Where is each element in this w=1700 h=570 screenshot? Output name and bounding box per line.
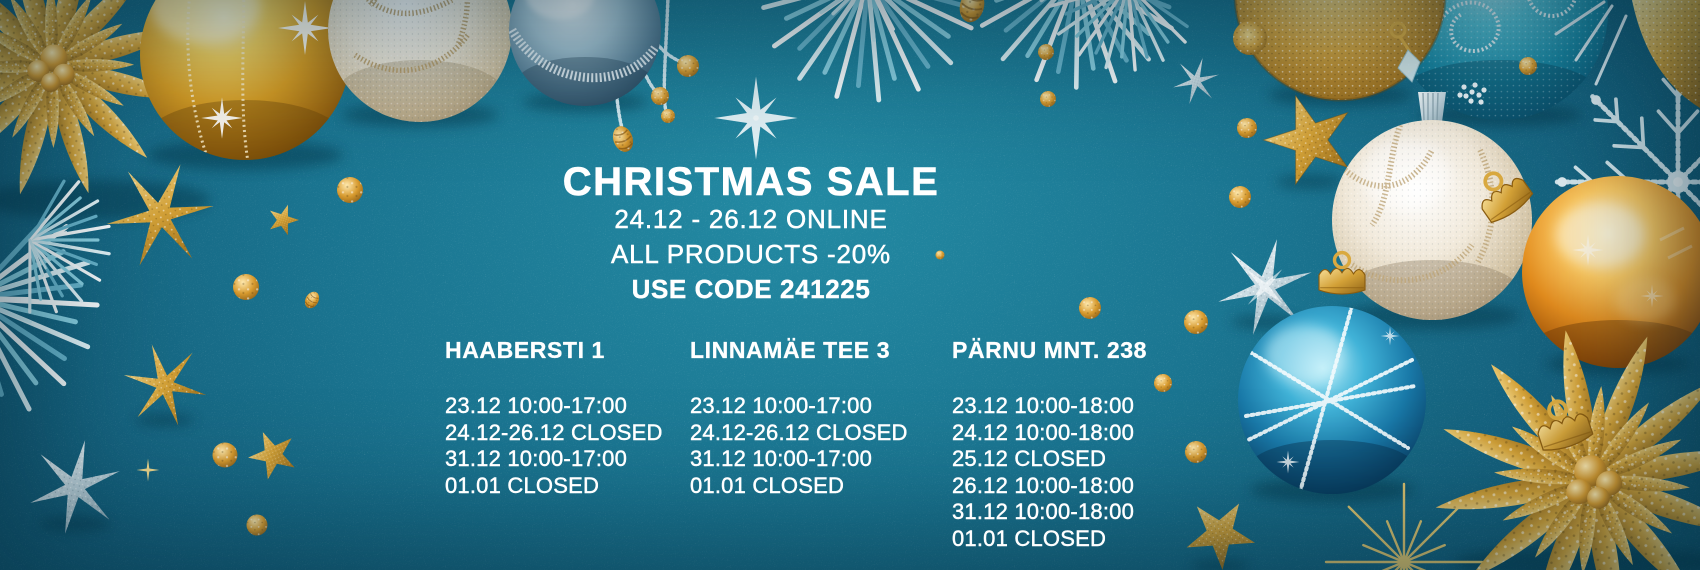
gold-pompom — [246, 514, 268, 536]
store-hours-line: 24.12 10:00-18:00 — [952, 419, 1134, 445]
bauble-hanger-cap — [1389, 21, 1446, 122]
store-hours-line: 31.12 10:00-18:00 — [952, 499, 1134, 524]
gold-starburst — [1324, 482, 1484, 570]
store-hours-list: 23.12 10:00-17:00 24.12-26.12 CLOSED 31.… — [690, 393, 908, 499]
store-hours-list: 23.12 10:00-17:00 24.12-26.12 CLOSED 31.… — [445, 393, 663, 499]
store-hours-line: 01.01 CLOSED — [952, 525, 1107, 551]
store-hours-list: 23.12 10:00-18:00 24.12 10:00-18:00 25.1… — [952, 393, 1147, 552]
store-name: PÄRNU MNT. 238 — [952, 337, 1147, 363]
store-hours-line: 26.12 10:00-18:00 — [952, 472, 1134, 498]
gold-pompom — [212, 442, 238, 468]
silver-sparkle-snowflake — [714, 76, 797, 159]
sale-promo-code: USE CODE 241225 — [631, 274, 871, 304]
sale-title: CHRISTMAS SALE — [562, 160, 940, 204]
store-hours-line: 23.12 10:00-18:00 — [952, 393, 1134, 418]
store-name: LINNAMÄE TEE 3 — [690, 337, 891, 363]
store-hours-line: 23.12 10:00-17:00 — [690, 393, 872, 418]
copper-bauble — [1522, 176, 1700, 368]
gold-pompom — [337, 177, 363, 203]
gold-pompom — [1040, 91, 1056, 107]
gold-pompom — [233, 274, 259, 300]
store-hours-line: 24.12-26.12 CLOSED — [445, 419, 663, 445]
silver-snowflake-large — [1556, 60, 1700, 304]
gold-pompom — [1229, 186, 1251, 208]
gold-pompom — [1038, 44, 1054, 60]
promo-text-block: CHRISTMAS SALE 24.12 - 26.12 ONLINE ALL … — [562, 160, 940, 307]
sale-discount: ALL PRODUCTS -20% — [611, 239, 891, 270]
store-hours-line: 01.01 CLOSED — [690, 472, 845, 498]
gold-pompom — [1519, 57, 1537, 75]
store-hours-line: 24.12-26.12 CLOSED — [690, 419, 908, 445]
gold-bauble — [140, 0, 350, 160]
corner-gold-glitter — [1554, 0, 1700, 108]
store-haabersti: HAABERSTI 1 23.12 10:00-17:00 24.12-26.1… — [445, 337, 663, 499]
gold-pompom — [1154, 374, 1172, 392]
gold-pompom — [1079, 297, 1101, 319]
store-parnu: PÄRNU MNT. 238 23.12 10:00-18:00 24.12 1… — [952, 337, 1147, 552]
white-swirl-bauble — [1332, 120, 1532, 320]
blue-bauble — [1238, 250, 1426, 494]
white-glitter-bauble — [328, 0, 512, 122]
store-hours-line: 25.12 CLOSED — [952, 446, 1107, 471]
store-hours-line: 31.12 10:00-17:00 — [690, 446, 872, 471]
store-name: HAABERSTI 1 — [445, 337, 605, 363]
store-linnamae: LINNAMÄE TEE 3 23.12 10:00-17:00 24.12-2… — [690, 337, 908, 499]
store-hours-line: 23.12 10:00-17:00 — [445, 393, 627, 418]
gold-pompom — [1237, 118, 1257, 138]
store-hours-line: 01.01 CLOSED — [445, 472, 600, 498]
sale-dates: 24.12 - 26.12 ONLINE — [614, 204, 888, 235]
gold-pompom — [1184, 310, 1208, 334]
gold-pompom — [1185, 441, 1207, 463]
bronze-glitter-pompom — [1233, 21, 1267, 55]
store-hours-line: 31.12 10:00-17:00 — [445, 446, 627, 471]
